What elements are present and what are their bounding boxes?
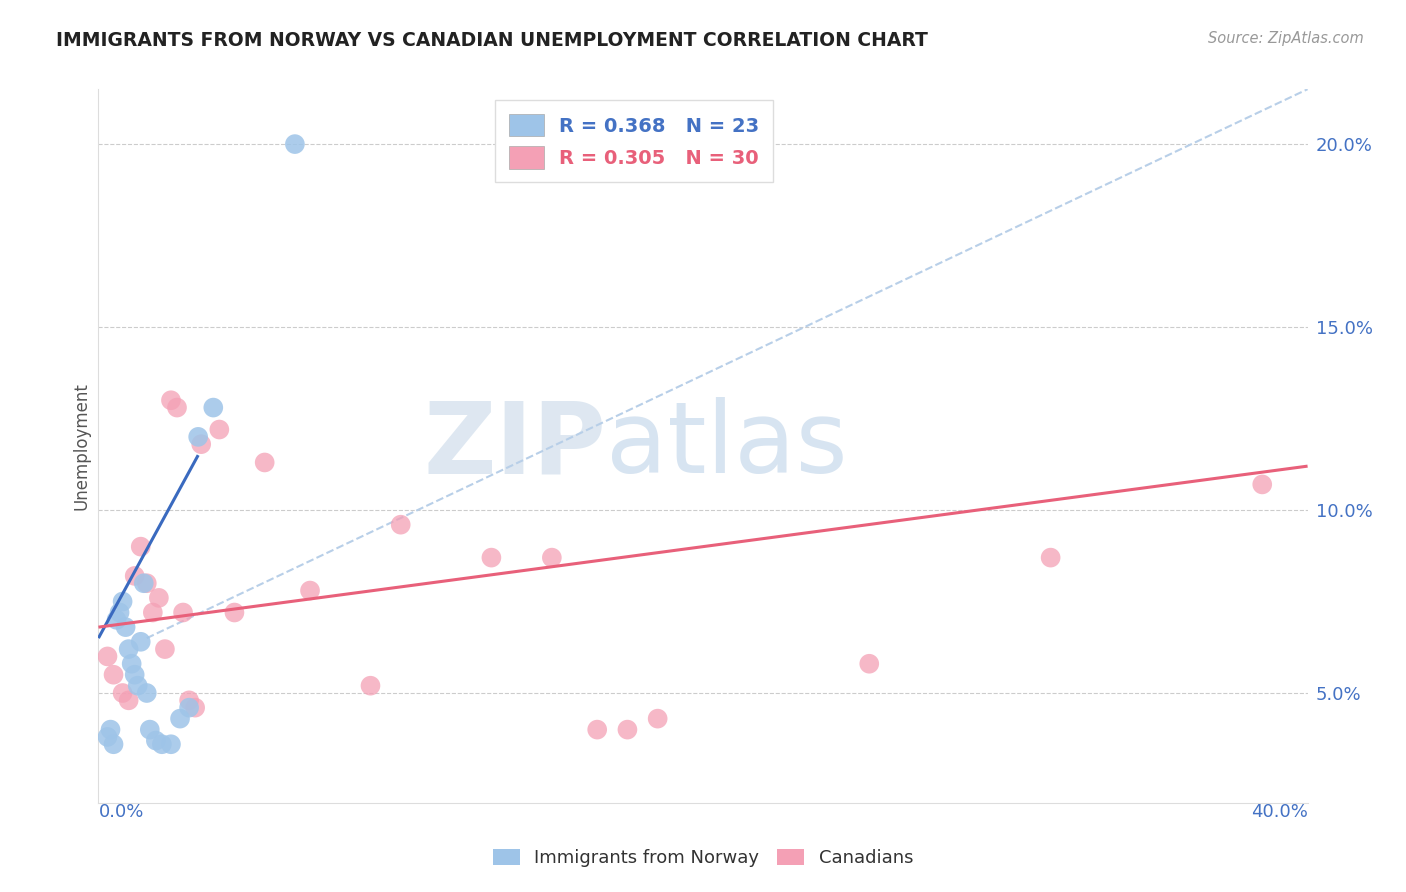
Point bbox=[586, 723, 609, 737]
Point bbox=[153, 642, 176, 657]
Point bbox=[481, 550, 503, 565]
Text: IMMIGRANTS FROM NORWAY VS CANADIAN UNEMPLOYMENT CORRELATION CHART: IMMIGRANTS FROM NORWAY VS CANADIAN UNEMP… bbox=[56, 31, 928, 50]
Point bbox=[299, 583, 322, 598]
Point bbox=[118, 642, 141, 657]
Point bbox=[96, 730, 118, 744]
Point bbox=[160, 737, 183, 751]
Point bbox=[132, 576, 155, 591]
Y-axis label: Unemployment: Unemployment bbox=[72, 382, 90, 510]
Legend: Immigrants from Norway, Canadians: Immigrants from Norway, Canadians bbox=[485, 841, 921, 874]
Point bbox=[114, 620, 136, 634]
Point bbox=[139, 723, 162, 737]
Point bbox=[121, 657, 143, 671]
Text: 0.0%: 0.0% bbox=[98, 803, 143, 821]
Point bbox=[100, 723, 122, 737]
Point bbox=[190, 437, 212, 451]
Point bbox=[166, 401, 188, 415]
Legend: R = 0.368   N = 23, R = 0.305   N = 30: R = 0.368 N = 23, R = 0.305 N = 30 bbox=[495, 100, 773, 182]
Point bbox=[1039, 550, 1062, 565]
Point bbox=[96, 649, 118, 664]
Point bbox=[103, 667, 125, 681]
Point bbox=[118, 693, 141, 707]
Text: Source: ZipAtlas.com: Source: ZipAtlas.com bbox=[1208, 31, 1364, 46]
Point bbox=[202, 401, 225, 415]
Point bbox=[389, 517, 412, 532]
Point bbox=[187, 430, 209, 444]
Point bbox=[1251, 477, 1274, 491]
Point bbox=[284, 137, 307, 152]
Point bbox=[124, 667, 146, 681]
Point bbox=[172, 606, 194, 620]
Point bbox=[129, 540, 152, 554]
Point bbox=[179, 700, 201, 714]
Point bbox=[858, 657, 880, 671]
Point bbox=[105, 613, 128, 627]
Point bbox=[150, 737, 173, 751]
Point bbox=[224, 606, 246, 620]
Point bbox=[145, 733, 167, 747]
Point bbox=[169, 712, 191, 726]
Text: atlas: atlas bbox=[606, 398, 848, 494]
Point bbox=[360, 679, 382, 693]
Point bbox=[111, 686, 134, 700]
Point bbox=[208, 423, 231, 437]
Text: 40.0%: 40.0% bbox=[1251, 803, 1308, 821]
Point bbox=[108, 606, 131, 620]
Point bbox=[253, 455, 276, 469]
Text: ZIP: ZIP bbox=[423, 398, 606, 494]
Point bbox=[124, 569, 146, 583]
Point bbox=[647, 712, 669, 726]
Point bbox=[540, 550, 562, 565]
Point bbox=[184, 700, 207, 714]
Point bbox=[135, 686, 157, 700]
Point bbox=[160, 393, 183, 408]
Point bbox=[616, 723, 638, 737]
Point bbox=[129, 634, 152, 648]
Point bbox=[127, 679, 149, 693]
Point bbox=[179, 693, 201, 707]
Point bbox=[142, 606, 165, 620]
Point bbox=[148, 591, 170, 605]
Point bbox=[111, 594, 134, 608]
Point bbox=[103, 737, 125, 751]
Point bbox=[135, 576, 157, 591]
